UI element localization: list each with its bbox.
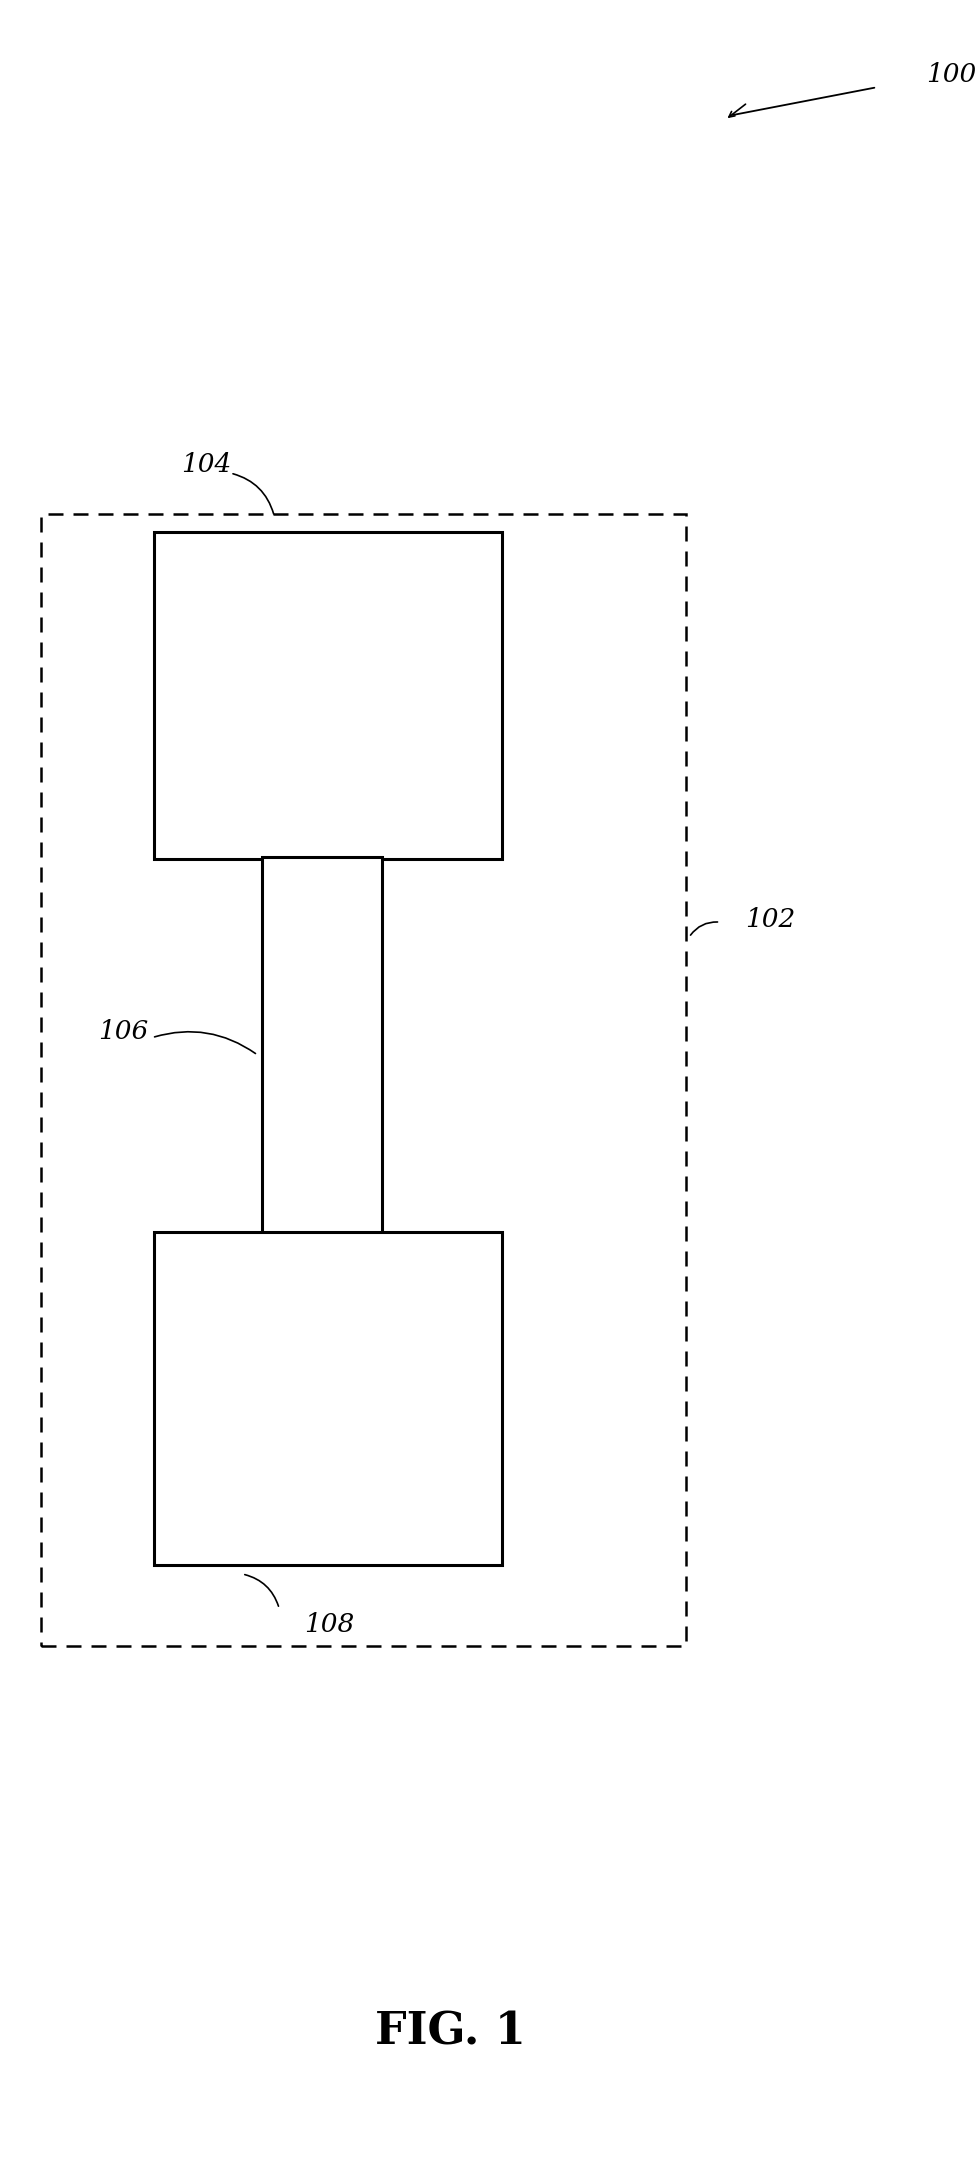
- Text: FIG. 1: FIG. 1: [375, 2010, 526, 2054]
- Bar: [41, 514, 686, 1646]
- Bar: [262, 857, 382, 1234]
- Text: 108: 108: [304, 1611, 354, 1637]
- Text: 106: 106: [98, 1018, 148, 1044]
- Bar: [154, 1232, 502, 1565]
- Text: 104: 104: [181, 451, 231, 477]
- Bar: [154, 532, 502, 859]
- Text: 102: 102: [745, 907, 795, 933]
- Text: 100: 100: [926, 61, 976, 87]
